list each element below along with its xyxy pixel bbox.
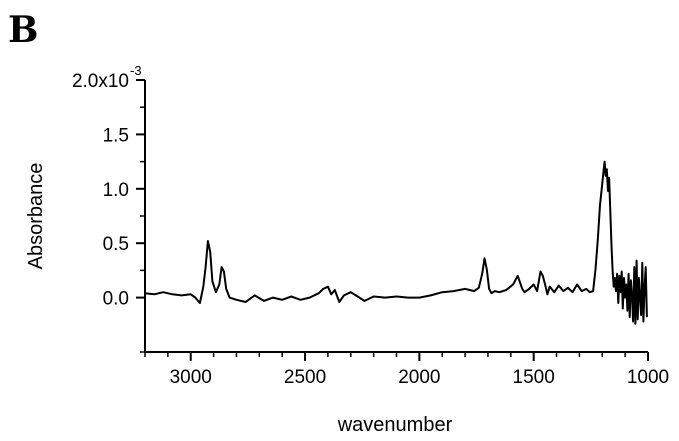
y-tick-label: 1.5 xyxy=(103,125,129,146)
panel-label: B xyxy=(8,9,38,51)
x-tick-label: 1500 xyxy=(513,367,555,388)
x-tick-label: 2000 xyxy=(398,367,440,388)
x-axis-title: wavenumber xyxy=(337,414,453,436)
absorbance-series-line xyxy=(144,160,648,325)
x-tick-label: 2500 xyxy=(284,367,326,388)
plot-area: 3000 2500 2000 1500 1000 0.0 0.5 1.0 1.5 2.0x10-3 xyxy=(72,63,669,388)
x-tick-label: 3000 xyxy=(170,367,212,388)
y-tick-label: 0.0 xyxy=(103,289,129,310)
y-tick-exponent: -3 xyxy=(130,63,142,78)
y-tick-label: 0.5 xyxy=(103,234,129,255)
y-tick-label: 1.0 xyxy=(103,180,129,201)
x-tick-label: 1000 xyxy=(627,367,669,388)
y-tick-label: 2.0x10 xyxy=(72,71,129,92)
y-axis-title: Absorbance xyxy=(25,163,47,270)
